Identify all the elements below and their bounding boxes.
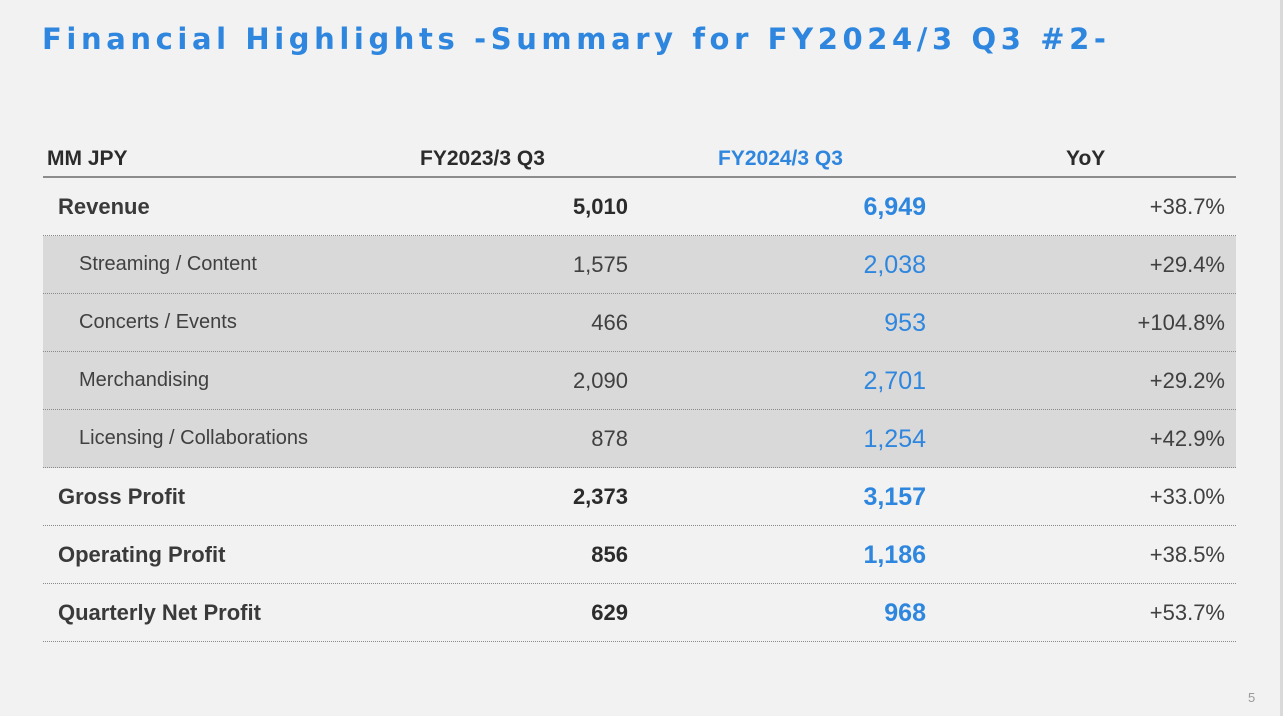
row-curr-value: 2,701 [863,367,926,395]
header-curr-period: FY2024/3 Q3 [718,147,843,170]
row-curr-value: 3,157 [863,483,926,511]
row-yoy-value: +53.7% [1149,600,1225,625]
table-header: MM JPY FY2023/3 Q3 FY2024/3 Q3 YoY [43,138,1236,178]
row-prev-value: 878 [591,426,628,451]
row-label: Revenue [58,194,150,219]
row-prev-value: 2,090 [572,368,628,393]
table-row-merchandising: Merchandising 2,090 2,701 +29.2% [43,352,1236,410]
row-yoy-value: +29.2% [1149,368,1225,393]
table-row-operating-profit: Operating Profit 856 1,186 +38.5% [43,526,1236,584]
row-label: Streaming / Content [79,253,257,275]
row-yoy-value: +38.5% [1149,542,1225,567]
row-label: Gross Profit [58,484,186,509]
row-label: Merchandising [79,369,210,391]
row-yoy-value: +38.7% [1149,194,1225,219]
row-prev-value: 1,575 [572,252,628,277]
row-curr-value: 1,186 [863,541,926,569]
row-label: Licensing / Collaborations [79,427,309,449]
header-yoy: YoY [1066,147,1106,170]
row-label: Quarterly Net Profit [58,600,261,625]
row-curr-value: 953 [884,309,926,337]
slide-edge [1280,0,1283,716]
financial-summary-table: MM JPY FY2023/3 Q3 FY2024/3 Q3 YoY Reven… [43,138,1236,642]
row-yoy-value: +42.9% [1149,426,1225,451]
page-number: 5 [1248,690,1256,705]
row-label: Concerts / Events [79,311,237,333]
row-prev-value: 5,010 [572,194,628,219]
header-unit: MM JPY [47,147,128,170]
row-curr-value: 6,949 [863,193,926,221]
row-yoy-value: +29.4% [1149,252,1225,277]
table-row-streaming-content: Streaming / Content 1,575 2,038 +29.4% [43,236,1236,294]
row-prev-value: 2,373 [572,484,628,509]
header-prev-period: FY2023/3 Q3 [420,147,545,170]
table-row-concerts-events: Concerts / Events 466 953 +104.8% [43,294,1236,352]
table-row-quarterly-net-profit: Quarterly Net Profit 629 968 +53.7% [43,584,1236,642]
table-row-gross-profit: Gross Profit 2,373 3,157 +33.0% [43,468,1236,526]
slide-title: Financial Highlights -Summary for FY2024… [42,22,1111,56]
table-row-revenue: Revenue 5,010 6,949 +38.7% [43,178,1236,236]
table-row-licensing-collaborations: Licensing / Collaborations 878 1,254 +42… [43,410,1236,468]
row-yoy-value: +33.0% [1149,484,1225,509]
row-prev-value: 629 [591,600,628,625]
row-label: Operating Profit [58,542,226,567]
row-curr-value: 968 [884,599,926,627]
row-yoy-value: +104.8% [1137,310,1225,335]
row-prev-value: 466 [591,310,628,335]
row-curr-value: 2,038 [863,251,926,279]
row-prev-value: 856 [591,542,628,567]
row-curr-value: 1,254 [863,425,926,453]
